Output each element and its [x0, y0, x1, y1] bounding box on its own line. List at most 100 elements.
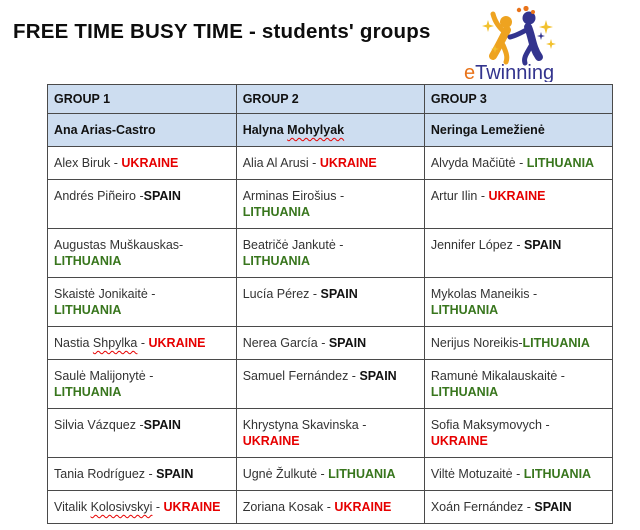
teacher-cell: Halyna Mohylyak	[235, 113, 425, 147]
table-row: Tania Rodríguez - SPAIN Ugnė Žulkutė - L…	[47, 457, 614, 491]
teacher-name: Ana Arias-Castro	[54, 123, 156, 137]
student-cell: Jennifer López - SPAIN	[423, 228, 614, 278]
table-row: Nastia Shpylka - UKRAINE Nerea García - …	[47, 326, 614, 360]
student-cell: Lucía Pérez - SPAIN	[235, 277, 425, 327]
student-cell: Samuel Fernández - SPAIN	[235, 359, 425, 409]
student-cell: Sofia Maksymovych - UKRAINE	[423, 408, 614, 458]
student-name: Augustas Muškauskas-	[54, 238, 184, 252]
country-label: SPAIN	[156, 467, 194, 481]
student-cell: Ramunė Mikalauskaitė - LITHUANIA	[423, 359, 614, 409]
student-cell: Nerea García - SPAIN	[235, 326, 425, 360]
student-name: Ramunė Mikalauskaitė -	[430, 369, 565, 383]
student-name: Lucía Pérez -	[242, 287, 321, 301]
country-label: UKRAINE	[148, 336, 206, 350]
student-cell: Vitalik Kolosivskyi - UKRAINE	[47, 490, 237, 524]
teacher-row: Ana Arias-Castro Halyna Mohylyak Neringa…	[47, 113, 614, 147]
student-cell: Nastia Shpylka - UKRAINE	[47, 326, 237, 360]
student-name: Tania Rodríguez -	[54, 467, 157, 481]
teacher-name: Neringa Lemežienė	[430, 123, 545, 137]
table-row: Silvia Vázquez -SPAIN Khrystyna Skavinsk…	[47, 408, 614, 458]
country-label: LITHUANIA	[523, 467, 592, 481]
student-name: Arminas Eirošius -	[242, 189, 345, 203]
student-name: Beatričė Jankutė -	[242, 238, 344, 252]
country-label: LITHUANIA	[430, 303, 499, 317]
student-name: Khrystyna Skavinska -	[242, 418, 367, 432]
country-label: SPAIN	[328, 336, 367, 350]
country-label: SPAIN	[523, 238, 562, 252]
country-label: SPAIN	[143, 189, 181, 203]
student-name: Zoriana Kosak -	[242, 500, 335, 514]
student-cell: Alia Al Arusi - UKRAINE	[235, 146, 425, 180]
country-label: LITHUANIA	[522, 336, 590, 350]
teacher-cell: Ana Arias-Castro	[47, 113, 237, 147]
page-title: FREE TIME BUSY TIME - students' groups	[13, 20, 431, 43]
student-name: Ugnė Žulkutė -	[242, 467, 329, 481]
group-1-header: GROUP 1	[47, 84, 237, 114]
teacher-cell: Neringa Lemežienė	[423, 113, 614, 147]
student-cell: Alex Biruk - UKRAINE	[47, 146, 237, 180]
country-label: SPAIN	[143, 418, 181, 432]
student-cell: Beatričė Jankutė - LITHUANIA	[235, 228, 425, 278]
student-cell: Andrés Piñeiro -SPAIN	[47, 179, 237, 229]
student-name: Vitalik Kolosivskyi -	[54, 500, 164, 514]
student-cell: Silvia Vázquez -SPAIN	[47, 408, 237, 458]
etwinning-logo: eTwinning	[464, 6, 556, 82]
student-cell: Alvyda Mačiūtė - LITHUANIA	[423, 146, 614, 180]
country-label: UKRAINE	[121, 156, 179, 170]
table-row: Augustas Muškauskas- LITHUANIA Beatričė J…	[47, 228, 614, 278]
country-label: LITHUANIA	[54, 254, 122, 268]
student-cell: Khrystyna Skavinska - UKRAINE	[235, 408, 425, 458]
student-groups-table: GROUP 1 GROUP 2 GROUP 3 Ana Arias-Castro…	[47, 84, 614, 524]
misspelled-word: Mohylyak	[287, 123, 345, 137]
student-cell: Xoán Fernández - SPAIN	[423, 490, 614, 524]
country-label: LITHUANIA	[54, 385, 122, 399]
country-label: LITHUANIA	[54, 303, 122, 317]
country-label: UKRAINE	[488, 189, 546, 203]
etwinning-figures-icon	[489, 11, 543, 66]
student-cell: Tania Rodríguez - SPAIN	[47, 457, 237, 491]
etwinning-stars-icon	[482, 6, 556, 53]
student-name: Jennifer López -	[430, 238, 524, 252]
teacher-name: Halyna Mohylyak	[242, 123, 345, 137]
country-label: LITHUANIA	[526, 156, 595, 170]
country-label: UKRAINE	[163, 500, 221, 514]
student-name: Artur Ilin -	[430, 189, 489, 203]
group-3-header: GROUP 3	[423, 84, 614, 114]
student-cell: Viltė Motuzaitė - LITHUANIA	[423, 457, 614, 491]
student-name: Viltė Motuzaitė -	[430, 467, 524, 481]
country-label: SPAIN	[320, 287, 358, 301]
student-cell: Zoriana Kosak - UKRAINE	[235, 490, 425, 524]
student-name: Alex Biruk -	[54, 156, 122, 170]
student-name: Nerea García -	[242, 336, 329, 350]
group-2-header: GROUP 2	[235, 84, 425, 114]
student-name: Alvyda Mačiūtė -	[430, 156, 527, 170]
student-name: Sofia Maksymovych -	[430, 418, 550, 432]
student-name: Nastia Shpylka -	[54, 336, 149, 350]
student-name: Silvia Vázquez -	[54, 418, 144, 432]
student-name: Alia Al Arusi -	[242, 156, 320, 170]
country-label: LITHUANIA	[242, 254, 311, 268]
student-cell: Saulė Malijonytė - LITHUANIA	[47, 359, 237, 409]
student-name: Mykolas Maneikis -	[430, 287, 538, 301]
group-header-row: GROUP 1 GROUP 2 GROUP 3	[47, 84, 614, 114]
table-row: Skaistė Jonikaitė - LITHUANIA Lucía Pérez…	[47, 277, 614, 327]
table-row: Vitalik Kolosivskyi - UKRAINE Zoriana Ko…	[47, 490, 614, 524]
student-name: Saulė Malijonytė -	[54, 369, 154, 383]
country-label: LITHUANIA	[328, 467, 396, 481]
country-label: SPAIN	[359, 369, 397, 383]
table-row: Andrés Piñeiro -SPAIN Arminas Eirošius -…	[47, 179, 614, 229]
table-row: Alex Biruk - UKRAINE Alia Al Arusi - UKR…	[47, 146, 614, 180]
country-label: LITHUANIA	[430, 385, 499, 399]
student-cell: Mykolas Maneikis - LITHUANIA	[423, 277, 614, 327]
country-label: UKRAINE	[430, 434, 488, 448]
student-cell: Skaistė Jonikaitė - LITHUANIA	[47, 277, 237, 327]
student-name: Nerijus Noreikis-	[430, 336, 523, 350]
country-label: LITHUANIA	[242, 205, 311, 219]
student-cell: Ugnė Žulkutė - LITHUANIA	[235, 457, 425, 491]
student-cell: Augustas Muškauskas- LITHUANIA	[47, 228, 237, 278]
country-label: UKRAINE	[334, 500, 392, 514]
country-label: UKRAINE	[319, 156, 377, 170]
student-name: Xoán Fernández -	[430, 500, 535, 514]
table-row: Saulė Malijonytė - LITHUANIA Samuel Ferná…	[47, 359, 614, 409]
country-label: SPAIN	[534, 500, 572, 514]
